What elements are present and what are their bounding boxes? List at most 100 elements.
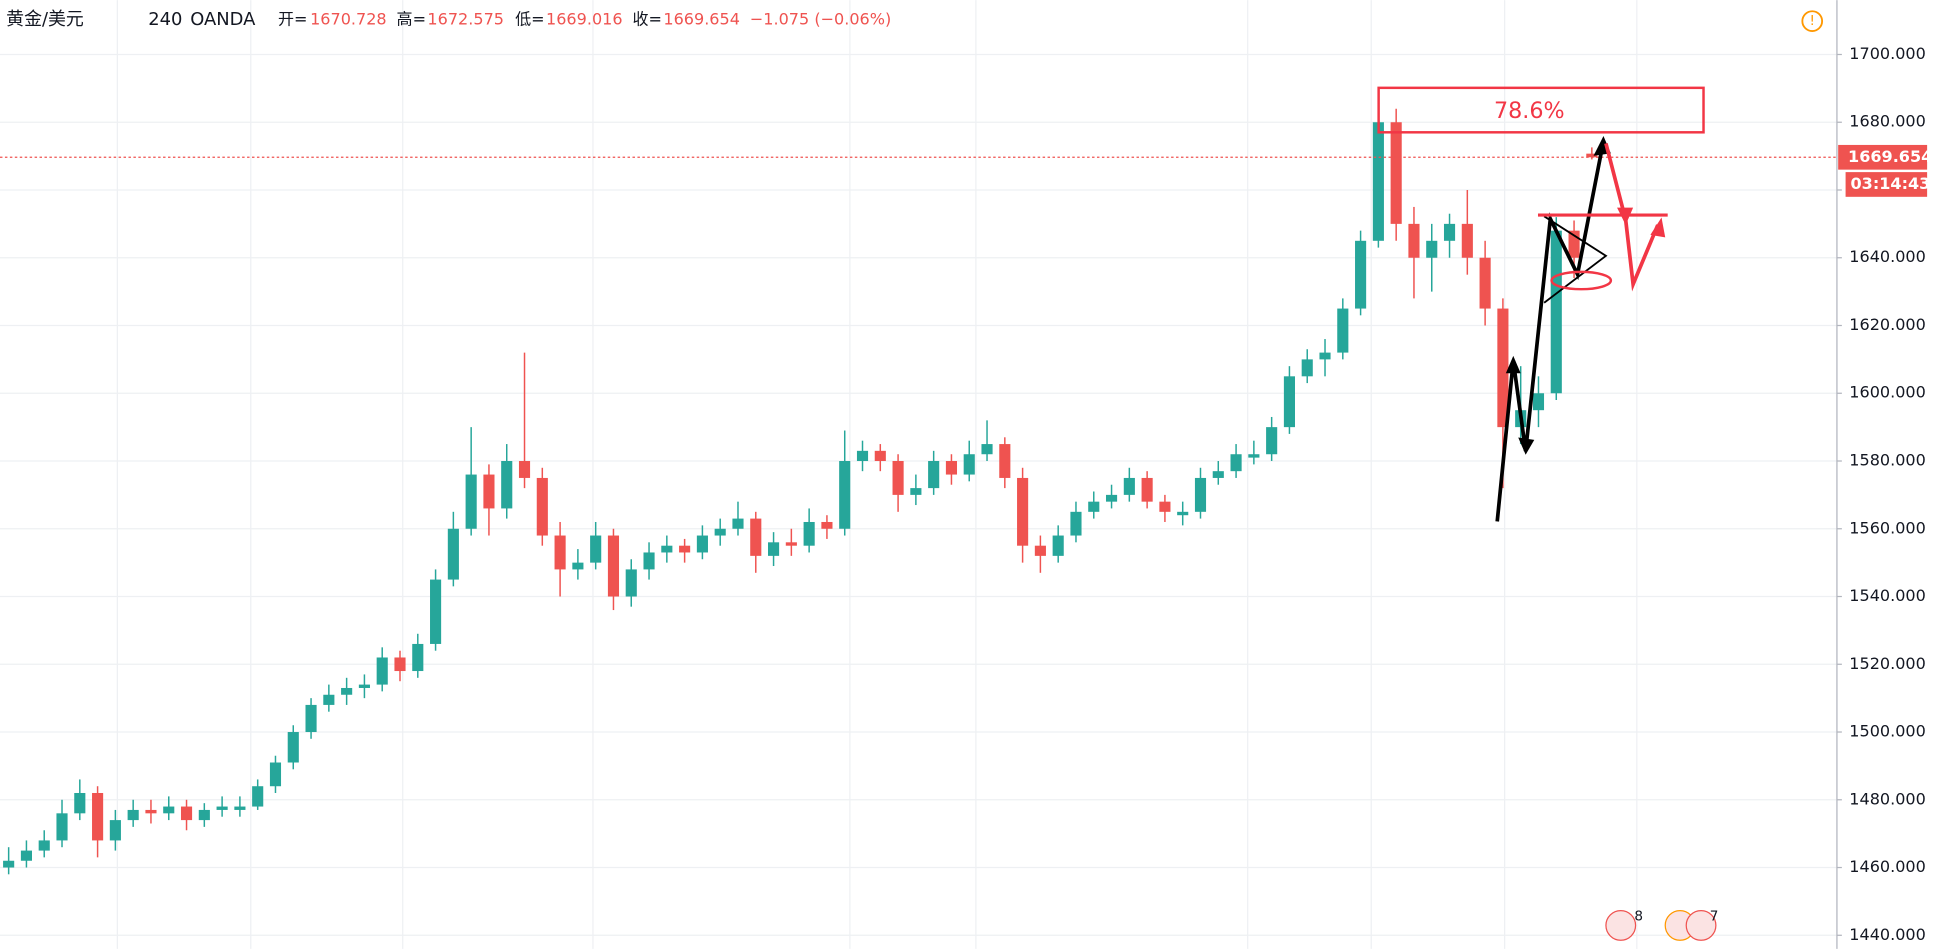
interval: 240 <box>148 9 182 30</box>
candle-body <box>501 461 513 509</box>
candle-body <box>518 461 531 478</box>
candle-body <box>874 450 886 462</box>
candle-body <box>1177 511 1189 516</box>
candle-body <box>910 488 922 495</box>
candle-body <box>785 542 797 546</box>
candle-body <box>127 809 139 821</box>
candle-body <box>679 545 691 553</box>
price-axis: 1440.000 1460.000 1480.000 1500.000 1520.000… <box>1836 44 1932 944</box>
candle-body <box>1568 230 1580 258</box>
y-tick-label: 1500.000 <box>1849 722 1926 741</box>
open-label: 开= <box>278 9 308 28</box>
candle-body <box>1426 240 1438 258</box>
candle-body <box>590 535 602 563</box>
candle-body <box>1390 122 1402 224</box>
high-label: 高= <box>397 9 427 28</box>
candle-body <box>1408 223 1420 258</box>
candle-body <box>803 521 815 546</box>
candle-body <box>358 684 370 688</box>
candle-body <box>3 860 15 868</box>
y-tick-label: 1440.000 <box>1849 925 1926 944</box>
candle-body <box>465 474 477 529</box>
y-tick-label: 1640.000 <box>1849 247 1926 266</box>
highlight-ellipse <box>1550 270 1613 291</box>
candle-body <box>1159 501 1171 512</box>
event-count: 8 <box>1634 909 1643 925</box>
last-price-box <box>1838 144 1928 170</box>
candle-body <box>1123 477 1135 495</box>
candle-body <box>447 528 459 580</box>
y-tick-label: 1580.000 <box>1849 451 1926 470</box>
candle-body <box>305 704 317 733</box>
change: −1.075 (−0.06%) <box>750 9 891 28</box>
low-label: 低= <box>515 9 545 28</box>
candle-body <box>1212 471 1224 478</box>
close-label: 收= <box>632 9 662 28</box>
candle-body <box>999 444 1011 478</box>
candle-body <box>74 792 86 814</box>
event-icon[interactable] <box>1685 909 1717 941</box>
candle-body <box>1266 427 1278 455</box>
candle-body <box>376 657 388 685</box>
candle-body <box>198 809 210 821</box>
candle-body <box>1105 494 1118 502</box>
arrow-head <box>1650 217 1666 238</box>
y-tick-label: 1540.000 <box>1849 586 1926 605</box>
candle-body <box>945 461 958 475</box>
candle-body <box>1230 454 1242 472</box>
candle-body <box>163 806 175 814</box>
candle-body <box>20 850 32 861</box>
candle-body <box>839 461 851 529</box>
y-tick-label: 1600.000 <box>1849 383 1926 402</box>
arrow-head <box>1518 437 1535 455</box>
candle-body <box>1070 511 1082 536</box>
candle-body <box>856 450 869 462</box>
candle-body <box>1319 352 1331 360</box>
countdown-box <box>1845 172 1928 197</box>
candle-body <box>1034 545 1046 556</box>
candle-body <box>252 786 264 807</box>
event-count: 7 <box>1710 909 1719 925</box>
candle-body <box>750 518 762 556</box>
candle-body <box>1532 393 1545 411</box>
candle-body <box>1372 122 1384 241</box>
candle-body <box>963 454 975 475</box>
open-value: 1670.728 <box>310 9 387 28</box>
grid <box>0 0 1837 949</box>
close-value: 1669.654 <box>663 9 740 28</box>
y-tick-label: 1560.000 <box>1849 518 1926 537</box>
candle-body <box>661 545 673 553</box>
candle-body <box>1194 477 1207 512</box>
event-icon[interactable] <box>1605 909 1637 941</box>
candle-body <box>1479 257 1491 309</box>
low-value: 1669.016 <box>546 9 623 28</box>
alert-icon[interactable] <box>1801 10 1824 32</box>
candle-body <box>483 474 495 509</box>
candle-body <box>1283 376 1295 428</box>
forecast-arrow <box>1604 142 1660 292</box>
candle-body <box>821 521 833 529</box>
candles <box>0 95 1837 875</box>
candle-body <box>714 528 726 536</box>
candle-body <box>180 806 193 821</box>
candle-body <box>536 477 548 536</box>
candle-body <box>109 820 121 841</box>
high-value: 1672.575 <box>427 9 504 28</box>
y-tick-label: 1460.000 <box>1849 857 1926 876</box>
source: OANDA <box>190 9 256 30</box>
fib-box <box>1377 86 1705 134</box>
candle-body <box>145 809 157 814</box>
candle-body <box>625 569 637 597</box>
candle-body <box>92 792 104 841</box>
candle-body <box>607 535 620 597</box>
y-tick-label: 1480.000 <box>1849 789 1926 808</box>
candle-body <box>1052 535 1064 556</box>
candle-body <box>1141 477 1153 502</box>
candle-body <box>1355 240 1367 309</box>
candle-body <box>892 461 904 495</box>
last-price-label: 1669.654 <box>1848 147 1932 166</box>
candle-body <box>696 535 708 553</box>
candle-body <box>732 518 744 529</box>
candle-body <box>341 687 353 695</box>
